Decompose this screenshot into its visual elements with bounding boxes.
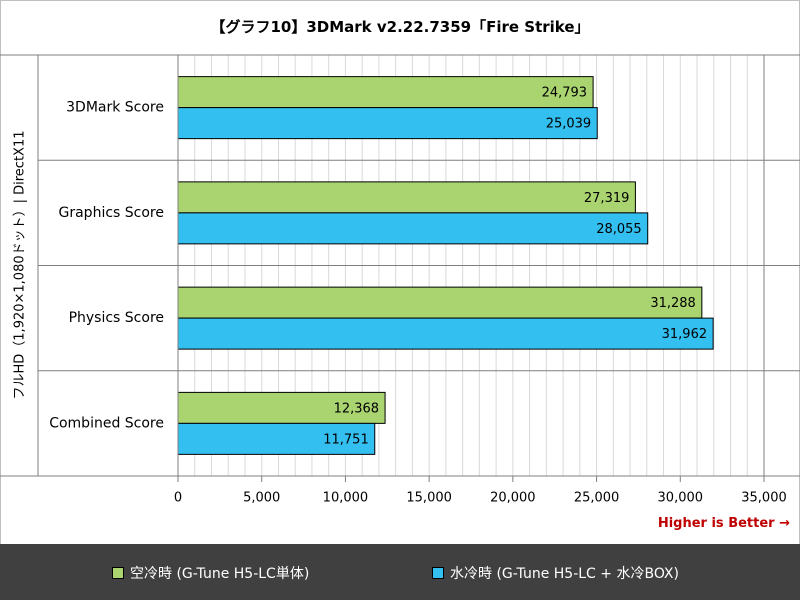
- data-label: 24,793: [542, 86, 588, 101]
- category-label: Combined Score: [49, 415, 164, 431]
- bar: [177, 286, 703, 319]
- category-label: Physics Score: [69, 310, 164, 326]
- data-label: 31,962: [662, 327, 708, 342]
- x-tick-label: 20,000: [490, 491, 536, 506]
- x-tick-label: 25,000: [574, 491, 620, 506]
- legend-item-air: 空冷時 (G-Tune H5-LC単体): [112, 563, 309, 583]
- x-tick-label: 5,000: [243, 491, 280, 506]
- bar: [177, 422, 376, 455]
- legend-swatch-air: [112, 567, 124, 579]
- legend-label-water: 水冷時 (G-Tune H5-LC + 水冷BOX): [450, 566, 679, 582]
- x-tick-label: 30,000: [658, 491, 704, 506]
- x-tick-label: 10,000: [323, 491, 369, 506]
- legend-label-air: 空冷時 (G-Tune H5-LC単体): [130, 566, 310, 582]
- data-label: 11,751: [323, 432, 369, 447]
- data-label: 27,319: [584, 191, 630, 206]
- data-label: 12,368: [334, 401, 380, 416]
- bar: [177, 212, 649, 245]
- category-label: 3DMark Score: [66, 100, 164, 116]
- chart-title: 【グラフ10】3DMark v2.22.7359「Fire Strike」: [210, 17, 590, 36]
- x-tick-label: 0: [174, 491, 182, 506]
- x-tick-label: 35,000: [741, 491, 787, 506]
- legend-item-water: 水冷時 (G-Tune H5-LC + 水冷BOX): [432, 563, 679, 583]
- legend-swatch-water: [432, 567, 444, 579]
- data-label: 28,055: [596, 222, 642, 237]
- data-label: 25,039: [546, 117, 592, 132]
- x-tick-label: 15,000: [406, 491, 452, 506]
- legend: 空冷時 (G-Tune H5-LC単体) 水冷時 (G-Tune H5-LC +…: [0, 544, 800, 600]
- bar: [177, 76, 594, 109]
- y-axis-label: フルHD（1,920×1,080ドット）| DirectX11: [13, 131, 28, 400]
- category-label: Graphics Score: [59, 205, 165, 221]
- higher-is-better-annotation: Higher is Better →: [657, 516, 790, 531]
- data-label: 31,288: [650, 296, 696, 311]
- bar: [177, 181, 636, 214]
- bar: [177, 317, 714, 350]
- bar: [177, 107, 598, 140]
- chart-plot: 3DMark Score 24,793 25,039 Graphics Score 27…: [0, 54, 800, 506]
